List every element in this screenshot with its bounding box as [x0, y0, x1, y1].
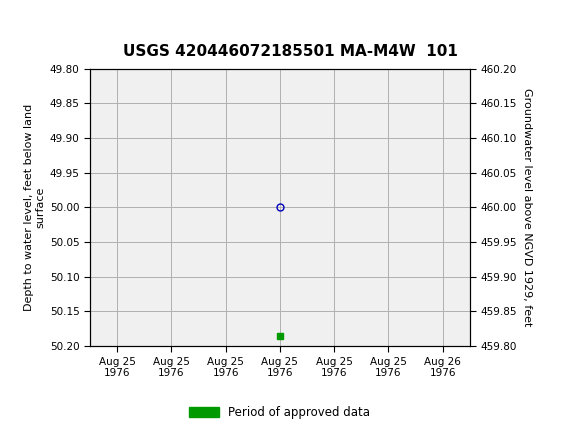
Text: USGS 420446072185501 MA-M4W  101: USGS 420446072185501 MA-M4W 101: [122, 44, 458, 59]
Y-axis label: Groundwater level above NGVD 1929, feet: Groundwater level above NGVD 1929, feet: [522, 88, 532, 327]
Text: ≡USGS: ≡USGS: [9, 12, 79, 29]
Legend: Period of approved data: Period of approved data: [184, 401, 375, 424]
Y-axis label: Depth to water level, feet below land
surface: Depth to water level, feet below land su…: [24, 104, 45, 311]
